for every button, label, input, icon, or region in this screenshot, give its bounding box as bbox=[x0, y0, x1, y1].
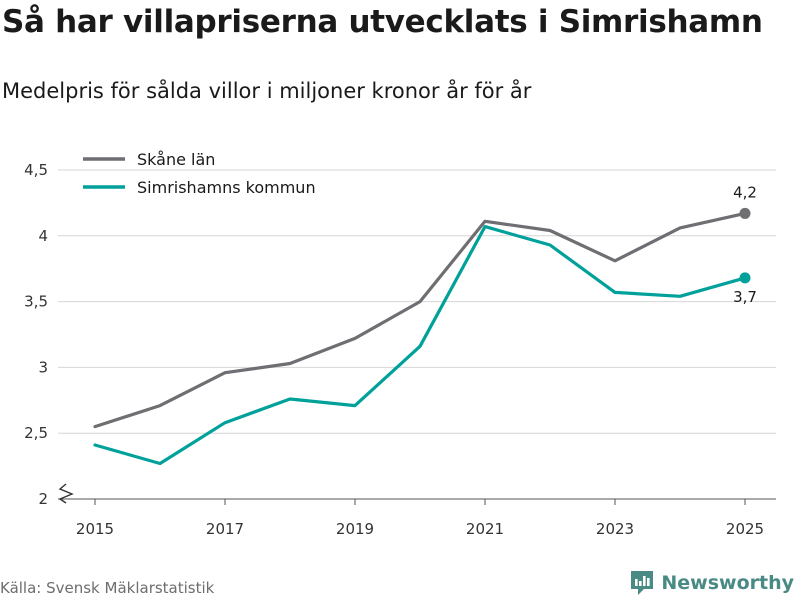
y-tick-label: 3 bbox=[38, 358, 48, 376]
chart-title: Så har villapriserna utvecklats i Simris… bbox=[2, 4, 763, 40]
series-line-1 bbox=[93, 225, 747, 466]
x-tick-label: 2015 bbox=[76, 520, 114, 538]
newsworthy-logo-icon bbox=[631, 571, 654, 595]
end-point-marker bbox=[739, 272, 751, 284]
brand-logo: Newsworthy bbox=[629, 569, 794, 597]
x-tick-label: 2023 bbox=[596, 520, 634, 538]
end-value-label: 3,7 bbox=[733, 288, 757, 306]
brand-name: Newsworthy bbox=[661, 572, 794, 594]
y-tick-label: 3,5 bbox=[24, 293, 48, 311]
legend: Skåne län Simrishamns kommun bbox=[83, 150, 316, 197]
source-note: Källa: Svensk Mäklarstatistik bbox=[0, 579, 215, 597]
end-point-marker bbox=[739, 207, 751, 219]
y-tick-label: 2,5 bbox=[24, 424, 48, 442]
end-value-label: 4,2 bbox=[733, 183, 757, 201]
series-lines bbox=[93, 211, 747, 466]
y-tick-label: 4,5 bbox=[24, 161, 48, 179]
legend-label: Skåne län bbox=[137, 150, 215, 169]
data-labels: 4,2 3,7 bbox=[733, 183, 757, 305]
legend-label: Simrishamns kommun bbox=[137, 178, 316, 197]
x-tick-label: 2019 bbox=[336, 520, 374, 538]
x-tick-label: 2025 bbox=[726, 520, 764, 538]
axis-break-icon bbox=[58, 483, 74, 504]
x-tick-label: 2017 bbox=[206, 520, 244, 538]
axes: 2 2,5 3 3,5 4 4,5 2015 2017 2019 2021 2023 2025 bbox=[24, 161, 776, 538]
y-tick-label: 2 bbox=[38, 490, 48, 508]
y-tick-label: 4 bbox=[38, 227, 48, 245]
series-line-0 bbox=[93, 211, 747, 429]
x-tick-label: 2021 bbox=[466, 520, 504, 538]
chart-subtitle: Medelpris för sålda villor i miljoner kr… bbox=[2, 79, 532, 103]
